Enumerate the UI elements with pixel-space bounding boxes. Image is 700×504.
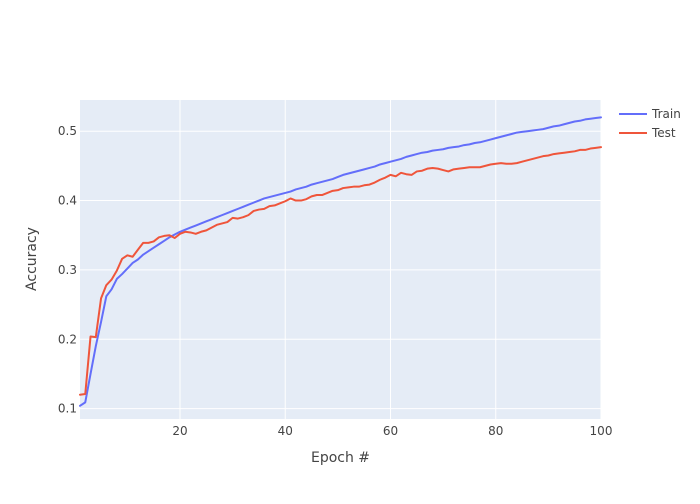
plot-area	[80, 100, 601, 419]
series-lines	[79, 116, 602, 407]
x-tick-label: 60	[383, 424, 398, 438]
legend-label: Test	[651, 126, 676, 140]
x-tick-label: 20	[172, 424, 187, 438]
x-axis-ticks: 20 40 60 80 100	[172, 424, 612, 438]
legend-item-test[interactable]: Test	[619, 126, 676, 140]
x-tick-label: 40	[278, 424, 293, 438]
legend-label: Train	[651, 107, 681, 121]
series-line-test	[79, 146, 602, 396]
y-tick-label: 0.1	[58, 402, 77, 416]
plot-background	[80, 100, 601, 419]
x-tick-label: 100	[590, 424, 613, 438]
y-axis-title: Accuracy	[24, 227, 40, 291]
y-axis-ticks: 0.1 0.2 0.3 0.4 0.5	[58, 124, 77, 415]
x-tick-label: 80	[488, 424, 503, 438]
legend: Train Test	[619, 107, 681, 140]
y-tick-label: 0.5	[58, 124, 77, 138]
legend-item-train[interactable]: Train	[619, 107, 681, 121]
grid-lines	[80, 100, 602, 419]
y-tick-label: 0.2	[58, 332, 77, 346]
y-tick-label: 0.3	[58, 263, 77, 277]
x-axis-title: Epoch #	[311, 450, 370, 466]
y-tick-label: 0.4	[58, 194, 77, 208]
series-line-train	[79, 116, 602, 407]
